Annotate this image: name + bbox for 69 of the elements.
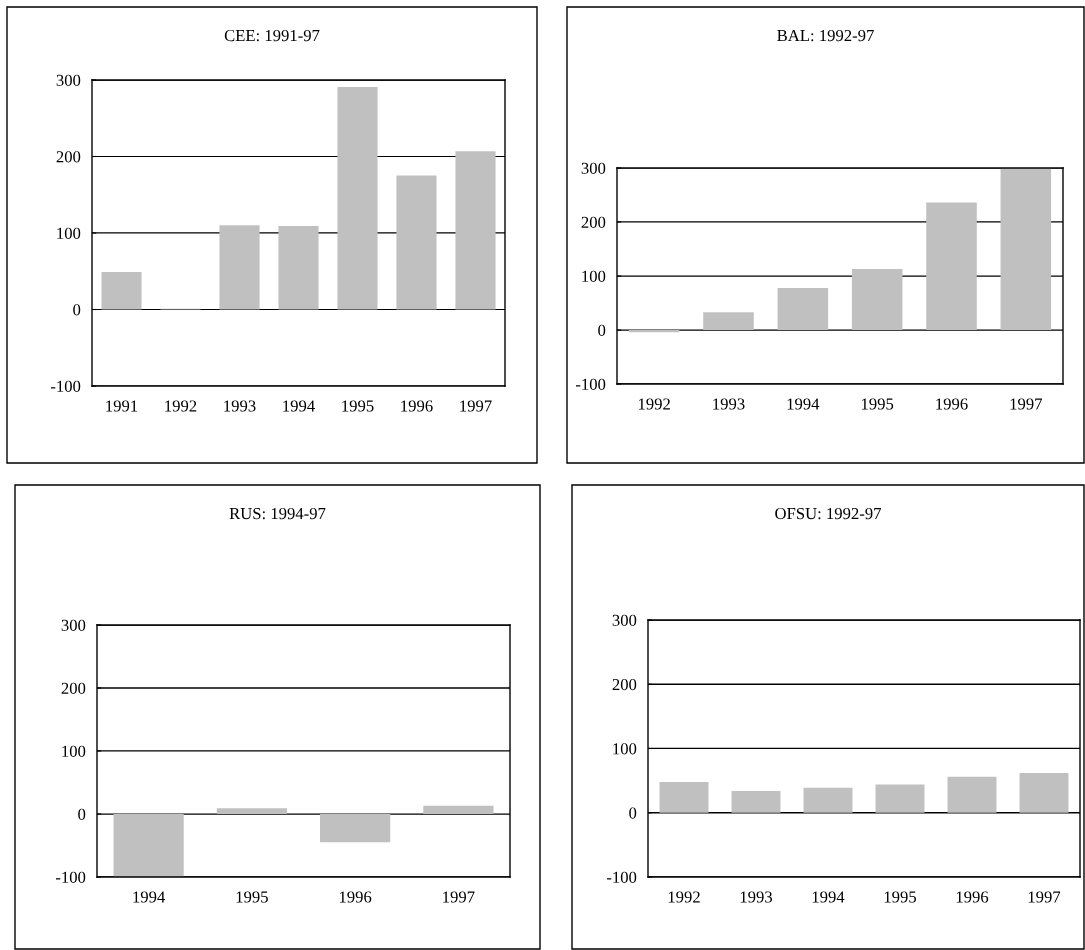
chart-title: BAL: 1992-97 bbox=[777, 29, 874, 42]
bar bbox=[337, 86, 378, 310]
y-tick-label: -100 bbox=[575, 378, 606, 390]
x-tick-label: 1995 bbox=[342, 400, 374, 412]
bar bbox=[278, 226, 319, 310]
y-tick-label: 100 bbox=[57, 227, 81, 239]
y-tick-label: 0 bbox=[78, 808, 86, 820]
x-tick-label: 1995 bbox=[861, 398, 894, 410]
x-tick-label: 1992 bbox=[668, 891, 700, 903]
y-tick-label: 100 bbox=[62, 745, 86, 757]
y-tick-label: -100 bbox=[606, 871, 637, 883]
x-tick-label: 1992 bbox=[638, 398, 670, 410]
bar bbox=[455, 151, 496, 310]
bar bbox=[851, 268, 903, 330]
x-tick-label: 1995 bbox=[236, 891, 268, 903]
bar bbox=[1019, 772, 1069, 813]
x-tick-label: 1997 bbox=[460, 400, 492, 412]
x-tick-label: 1996 bbox=[339, 891, 372, 903]
y-tick-label: 0 bbox=[629, 807, 637, 819]
chart-title: CEE: 1991-97 bbox=[224, 29, 320, 42]
bar bbox=[731, 790, 781, 813]
x-tick-label: 1994 bbox=[283, 400, 315, 412]
x-tick-label: 1997 bbox=[443, 891, 475, 903]
bar bbox=[113, 814, 184, 877]
bar bbox=[1000, 168, 1052, 330]
chart-title: RUS: 1994-97 bbox=[229, 507, 326, 520]
bar bbox=[659, 781, 709, 813]
chart-title: OFSU: 1992-97 bbox=[775, 507, 881, 520]
y-tick-label: -100 bbox=[55, 871, 86, 883]
bar bbox=[703, 312, 754, 330]
x-tick-label: 1996 bbox=[401, 400, 433, 412]
x-tick-label: 1994 bbox=[812, 891, 845, 903]
bar bbox=[628, 330, 680, 333]
bar bbox=[320, 814, 391, 843]
x-tick-label: 1991 bbox=[106, 400, 138, 412]
y-tick-label: 100 bbox=[613, 743, 637, 755]
x-tick-label: 1997 bbox=[1010, 398, 1043, 410]
bar bbox=[947, 776, 997, 813]
y-tick-label: -100 bbox=[50, 380, 81, 392]
x-tick-label: 1992 bbox=[165, 400, 197, 412]
y-tick-label: 0 bbox=[73, 304, 81, 316]
y-tick-label: 300 bbox=[581, 162, 606, 174]
y-tick-label: 100 bbox=[582, 270, 606, 282]
y-tick-label: 200 bbox=[56, 151, 81, 163]
x-tick-label: 1996 bbox=[936, 398, 968, 410]
x-tick-label: 1995 bbox=[884, 891, 917, 903]
y-tick-label: 200 bbox=[612, 678, 637, 691]
x-tick-label: 1993 bbox=[740, 891, 773, 903]
bar bbox=[216, 808, 287, 814]
x-tick-label: 1994 bbox=[133, 891, 166, 903]
y-tick-label: 300 bbox=[612, 614, 637, 626]
bar bbox=[101, 272, 142, 310]
bar bbox=[777, 287, 829, 330]
bar bbox=[926, 202, 977, 330]
x-tick-label: 1993 bbox=[224, 400, 256, 412]
x-tick-label: 1997 bbox=[1028, 891, 1061, 903]
x-tick-label: 1993 bbox=[713, 398, 745, 410]
bar bbox=[875, 784, 925, 813]
y-tick-label: 200 bbox=[61, 682, 86, 694]
bar bbox=[396, 175, 437, 310]
y-tick-label: 300 bbox=[61, 619, 86, 631]
bar bbox=[803, 787, 853, 813]
bar bbox=[219, 225, 260, 310]
x-tick-label: 1996 bbox=[956, 891, 989, 903]
y-tick-label: 0 bbox=[598, 324, 606, 336]
bar bbox=[423, 805, 494, 814]
y-tick-label: 300 bbox=[56, 74, 81, 86]
x-tick-label: 1994 bbox=[787, 398, 820, 410]
y-tick-label: 200 bbox=[581, 216, 606, 228]
